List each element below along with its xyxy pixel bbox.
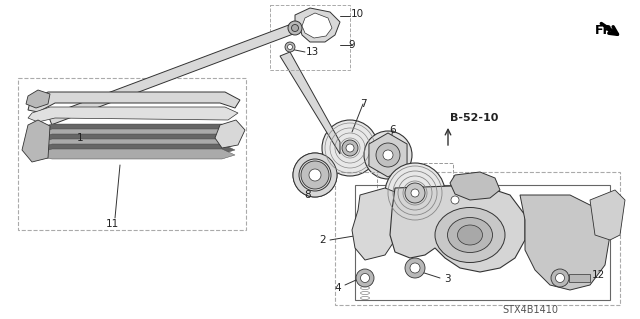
Polygon shape (369, 133, 407, 177)
Text: 5: 5 (465, 188, 471, 198)
Circle shape (301, 161, 329, 189)
Circle shape (364, 131, 412, 179)
Ellipse shape (435, 207, 505, 263)
Circle shape (288, 21, 302, 35)
Polygon shape (32, 139, 235, 149)
Circle shape (287, 44, 292, 49)
Text: 2: 2 (320, 235, 326, 245)
Polygon shape (295, 8, 340, 42)
Circle shape (551, 269, 569, 287)
Text: 9: 9 (348, 40, 355, 50)
Polygon shape (32, 144, 235, 154)
Bar (335, 172, 620, 305)
Text: STX4B1410: STX4B1410 (502, 305, 558, 315)
Circle shape (293, 153, 337, 197)
Circle shape (385, 163, 445, 223)
Circle shape (445, 190, 465, 210)
Polygon shape (352, 188, 400, 260)
Ellipse shape (447, 218, 493, 253)
Circle shape (451, 196, 459, 204)
Text: 4: 4 (335, 283, 341, 293)
Polygon shape (28, 107, 238, 122)
Text: 13: 13 (305, 47, 319, 57)
Circle shape (285, 42, 295, 52)
Polygon shape (390, 185, 525, 272)
Text: 3: 3 (444, 274, 451, 284)
Circle shape (309, 169, 321, 181)
Text: 6: 6 (390, 125, 396, 135)
Polygon shape (280, 52, 340, 154)
Polygon shape (450, 172, 500, 200)
Circle shape (405, 183, 425, 203)
Ellipse shape (458, 225, 483, 245)
Circle shape (293, 153, 337, 197)
Circle shape (383, 150, 393, 160)
Circle shape (410, 263, 420, 273)
Polygon shape (32, 124, 235, 134)
Polygon shape (215, 120, 245, 148)
Text: 7: 7 (360, 99, 366, 109)
Bar (270, 5, 350, 70)
Circle shape (360, 273, 369, 283)
Bar (355, 185, 610, 300)
Text: 10: 10 (351, 9, 364, 19)
Polygon shape (590, 190, 625, 240)
Circle shape (322, 120, 378, 176)
Polygon shape (32, 129, 235, 139)
Polygon shape (48, 23, 297, 125)
Circle shape (556, 273, 564, 283)
Text: 11: 11 (106, 219, 118, 229)
Text: 12: 12 (591, 270, 605, 280)
Text: 8: 8 (305, 190, 311, 200)
Polygon shape (32, 149, 235, 159)
Bar (18, 78, 246, 230)
Polygon shape (302, 13, 332, 38)
Text: B-52-10: B-52-10 (450, 113, 499, 123)
Text: FR.: FR. (595, 24, 618, 36)
Polygon shape (28, 92, 240, 112)
Circle shape (346, 144, 354, 152)
Circle shape (356, 269, 374, 287)
Circle shape (342, 140, 358, 156)
Polygon shape (520, 195, 610, 290)
Polygon shape (569, 274, 590, 282)
Polygon shape (26, 90, 50, 108)
Polygon shape (32, 134, 235, 144)
Circle shape (411, 189, 419, 197)
Text: 1: 1 (77, 133, 83, 143)
Bar (377, 163, 453, 223)
Circle shape (376, 143, 400, 167)
Polygon shape (22, 120, 50, 162)
Circle shape (291, 25, 298, 32)
Circle shape (405, 258, 425, 278)
